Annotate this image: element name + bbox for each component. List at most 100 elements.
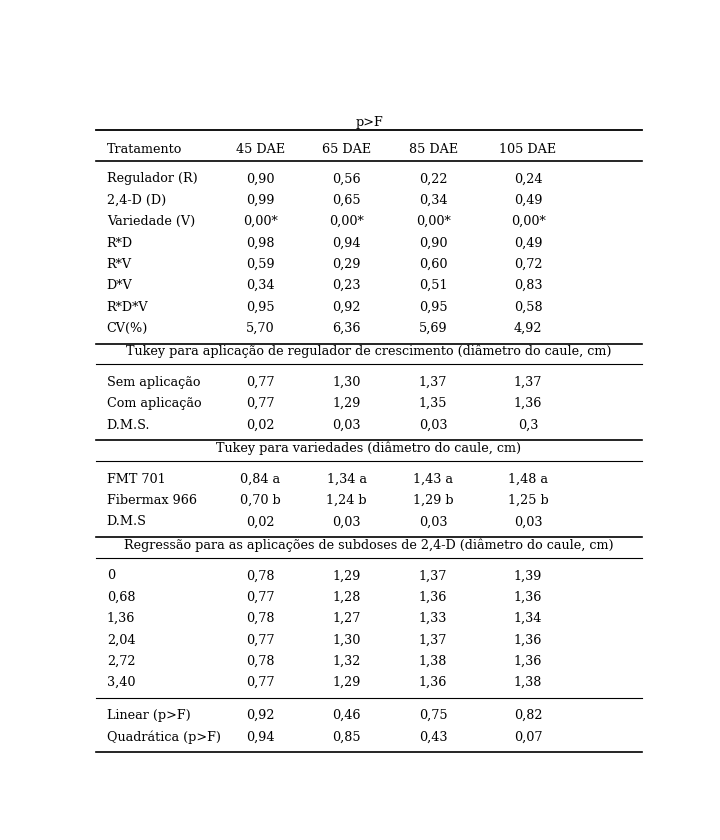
Text: 0,00*: 0,00* [415,215,451,228]
Text: 0,59: 0,59 [246,258,274,270]
Text: 1,33: 1,33 [419,612,447,625]
Text: 0,34: 0,34 [246,279,274,292]
Text: 1,30: 1,30 [333,633,361,646]
Text: 0,23: 0,23 [333,279,361,292]
Text: 1,43 a: 1,43 a [413,473,453,486]
Text: 5,69: 5,69 [419,322,448,335]
Text: 0,24: 0,24 [514,172,542,186]
Text: 1,36: 1,36 [514,633,542,646]
Text: 1,30: 1,30 [333,376,361,389]
Text: 1,48 a: 1,48 a [508,473,548,486]
Text: p>F: p>F [355,116,383,129]
Text: Tukey para aplicação de regulador de crescimento (diâmetro do caule, cm): Tukey para aplicação de regulador de cre… [126,344,612,358]
Text: Tukey para variedades (diâmetro do caule, cm): Tukey para variedades (diâmetro do caule… [217,441,521,455]
Text: Linear (p>F): Linear (p>F) [107,709,191,722]
Text: 1,29 b: 1,29 b [413,494,454,507]
Text: 0,34: 0,34 [419,194,447,207]
Text: 0,95: 0,95 [419,301,448,313]
Text: 0,43: 0,43 [419,731,447,743]
Text: 0,00*: 0,00* [510,215,546,228]
Text: 5,70: 5,70 [246,322,274,335]
Text: 0,51: 0,51 [419,279,447,292]
Text: 0,77: 0,77 [246,676,274,689]
Text: 0,65: 0,65 [333,194,361,207]
Text: 1,34: 1,34 [514,612,542,625]
Text: 105 DAE: 105 DAE [500,143,557,155]
Text: 0,92: 0,92 [333,301,361,313]
Text: 0,49: 0,49 [514,237,542,249]
Text: 1,29: 1,29 [333,570,361,582]
Text: Tratamento: Tratamento [107,143,182,155]
Text: 0,70 b: 0,70 b [240,494,281,507]
Text: 0,60: 0,60 [419,258,447,270]
Text: 0,99: 0,99 [246,194,274,207]
Text: 0,90: 0,90 [246,172,274,186]
Text: 0,68: 0,68 [107,591,135,604]
Text: 0: 0 [107,570,115,582]
Text: 1,36: 1,36 [107,612,135,625]
Text: 1,36: 1,36 [419,676,447,689]
Text: 0,98: 0,98 [246,237,274,249]
Text: 0,02: 0,02 [246,418,274,432]
Text: R*V: R*V [107,258,132,270]
Text: Fibermax 966: Fibermax 966 [107,494,197,507]
Text: 0,77: 0,77 [246,591,274,604]
Text: 0,46: 0,46 [333,709,361,722]
Text: 0,58: 0,58 [513,301,542,313]
Text: 0,22: 0,22 [419,172,447,186]
Text: 1,29: 1,29 [333,397,361,410]
Text: 1,37: 1,37 [419,570,447,582]
Text: Quadrática (p>F): Quadrática (p>F) [107,730,221,743]
Text: 0,03: 0,03 [514,515,542,528]
Text: 1,38: 1,38 [514,676,542,689]
Text: 0,94: 0,94 [333,237,361,249]
Text: 0,03: 0,03 [419,515,447,528]
Text: 0,85: 0,85 [333,731,361,743]
Text: CV(%): CV(%) [107,322,148,335]
Text: 1,38: 1,38 [419,654,447,668]
Text: 2,4-D (D): 2,4-D (D) [107,194,166,207]
Text: 1,34 a: 1,34 a [327,473,366,486]
Text: 0,03: 0,03 [333,418,361,432]
Text: 2,04: 2,04 [107,633,135,646]
Text: D.M.S.: D.M.S. [107,418,150,432]
Text: 1,36: 1,36 [514,397,542,410]
Text: 1,35: 1,35 [419,397,447,410]
Text: 0,92: 0,92 [246,709,274,722]
Text: Com aplicação: Com aplicação [107,397,202,410]
Text: 1,37: 1,37 [514,376,542,389]
Text: 0,02: 0,02 [246,515,274,528]
Text: 0,03: 0,03 [333,515,361,528]
Text: 3,40: 3,40 [107,676,135,689]
Text: 0,49: 0,49 [514,194,542,207]
Text: 1,37: 1,37 [419,633,447,646]
Text: 0,82: 0,82 [514,709,542,722]
Text: 1,29: 1,29 [333,676,361,689]
Text: 0,56: 0,56 [333,172,361,186]
Text: 65 DAE: 65 DAE [322,143,372,155]
Text: 0,84 a: 0,84 a [240,473,280,486]
Text: 0,94: 0,94 [246,731,274,743]
Text: Sem aplicação: Sem aplicação [107,376,200,389]
Text: 1,28: 1,28 [333,591,361,604]
Text: 6,36: 6,36 [333,322,361,335]
Text: 1,37: 1,37 [419,376,447,389]
Text: R*D: R*D [107,237,133,249]
Text: 0,07: 0,07 [514,731,542,743]
Text: 0,77: 0,77 [246,397,274,410]
Text: 0,00*: 0,00* [243,215,278,228]
Text: 1,27: 1,27 [333,612,361,625]
Text: 0,95: 0,95 [246,301,274,313]
Text: 0,72: 0,72 [514,258,542,270]
Text: 85 DAE: 85 DAE [409,143,458,155]
Text: Variedade (V): Variedade (V) [107,215,195,228]
Text: 0,83: 0,83 [514,279,542,292]
Text: 1,36: 1,36 [514,591,542,604]
Text: 2,72: 2,72 [107,654,135,668]
Text: Regressão para as aplicações de subdoses de 2,4-D (diâmetro do caule, cm): Regressão para as aplicações de subdoses… [124,538,614,552]
Text: D.M.S: D.M.S [107,515,147,528]
Text: 45 DAE: 45 DAE [235,143,284,155]
Text: 0,77: 0,77 [246,376,274,389]
Text: 1,25 b: 1,25 b [508,494,549,507]
Text: 0,03: 0,03 [419,418,447,432]
